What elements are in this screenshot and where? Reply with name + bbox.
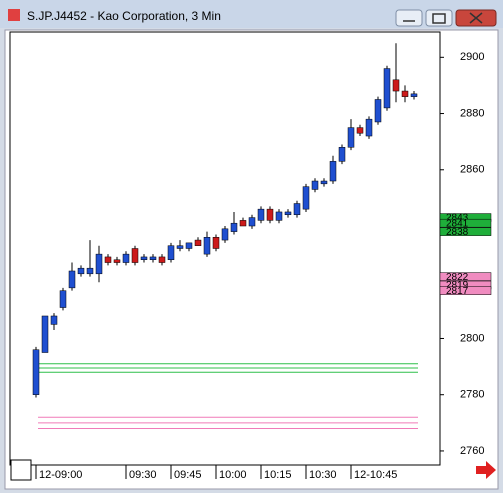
candle-body bbox=[338, 147, 346, 162]
price-marker-label: 2843 bbox=[446, 213, 469, 224]
x-tick-label: 12-10:45 bbox=[354, 469, 397, 481]
candle-body bbox=[50, 315, 58, 325]
candle-body bbox=[185, 242, 193, 249]
candle-body bbox=[257, 208, 265, 221]
x-tick-label: 09:45 bbox=[174, 469, 202, 481]
y-tick-label: 2780 bbox=[460, 389, 484, 401]
price-marker-label: 2838 bbox=[446, 227, 469, 238]
candle-body bbox=[329, 161, 337, 182]
window-button-glyphs bbox=[403, 12, 483, 24]
candle-body bbox=[77, 267, 85, 275]
candle-body bbox=[158, 256, 166, 263]
candle-body bbox=[284, 211, 292, 216]
x-tick-label: 10:00 bbox=[219, 469, 247, 481]
x-tick-label: 12-09:00 bbox=[39, 469, 82, 481]
price-marker bbox=[439, 227, 492, 236]
candle-body bbox=[275, 211, 283, 221]
price-marker-label: 2841 bbox=[446, 218, 469, 229]
x-tick-label: 10:30 bbox=[309, 469, 337, 481]
candle-body bbox=[239, 220, 247, 227]
plot-area bbox=[9, 31, 441, 466]
candle-body bbox=[392, 79, 400, 92]
candle-body bbox=[266, 208, 274, 221]
candle-body bbox=[374, 99, 382, 123]
price-marker-label: 2822 bbox=[446, 272, 469, 283]
y-tick-label: 2760 bbox=[460, 445, 484, 457]
price-marker bbox=[439, 272, 492, 281]
x-tick-label: 09:30 bbox=[129, 469, 157, 481]
candle-body bbox=[86, 267, 94, 275]
candle-body bbox=[365, 118, 373, 137]
candle-body bbox=[212, 237, 220, 249]
corner-box bbox=[10, 459, 32, 481]
candle-body bbox=[320, 180, 328, 185]
candle-body bbox=[293, 203, 301, 216]
y-tick-label: 2880 bbox=[460, 107, 484, 119]
candle-body bbox=[230, 222, 238, 232]
candle-body bbox=[401, 90, 409, 97]
candle-body bbox=[356, 127, 364, 134]
candle-body bbox=[347, 127, 355, 148]
x-tick-label: 10:15 bbox=[264, 469, 292, 481]
candle-body bbox=[311, 180, 319, 190]
candle-body bbox=[140, 256, 148, 260]
candle-body bbox=[248, 217, 256, 227]
candle-body bbox=[302, 186, 310, 210]
candle-body bbox=[95, 253, 103, 275]
candle-body bbox=[194, 239, 202, 246]
price-marker-label: 2819 bbox=[446, 280, 469, 291]
candle-body bbox=[383, 68, 391, 109]
candle-body bbox=[41, 315, 49, 353]
candle-body bbox=[113, 259, 121, 263]
candle-body bbox=[203, 237, 211, 255]
candle-body bbox=[104, 256, 112, 263]
scroll-arrow[interactable] bbox=[476, 461, 496, 479]
candle-body bbox=[410, 93, 418, 97]
y-tick-label: 2900 bbox=[460, 51, 484, 63]
candle-body bbox=[176, 245, 184, 249]
candle-body bbox=[59, 290, 67, 308]
candle-body bbox=[149, 256, 157, 260]
candle-body bbox=[131, 248, 139, 263]
y-tick-label: 2860 bbox=[460, 164, 484, 176]
price-marker-label: 2817 bbox=[446, 286, 469, 297]
candle-body bbox=[122, 253, 130, 263]
candle-body bbox=[32, 349, 40, 395]
price-marker bbox=[439, 218, 492, 228]
price-marker bbox=[439, 286, 492, 295]
window-title: S.JP.J4452 - Kao Corporation, 3 Min bbox=[27, 9, 221, 23]
app-icon bbox=[8, 9, 20, 21]
y-tick-label: 2800 bbox=[460, 332, 484, 344]
candle-body bbox=[167, 245, 175, 260]
candle-body bbox=[68, 270, 76, 289]
candle-body bbox=[221, 228, 229, 241]
minimize-button[interactable] bbox=[395, 9, 423, 27]
